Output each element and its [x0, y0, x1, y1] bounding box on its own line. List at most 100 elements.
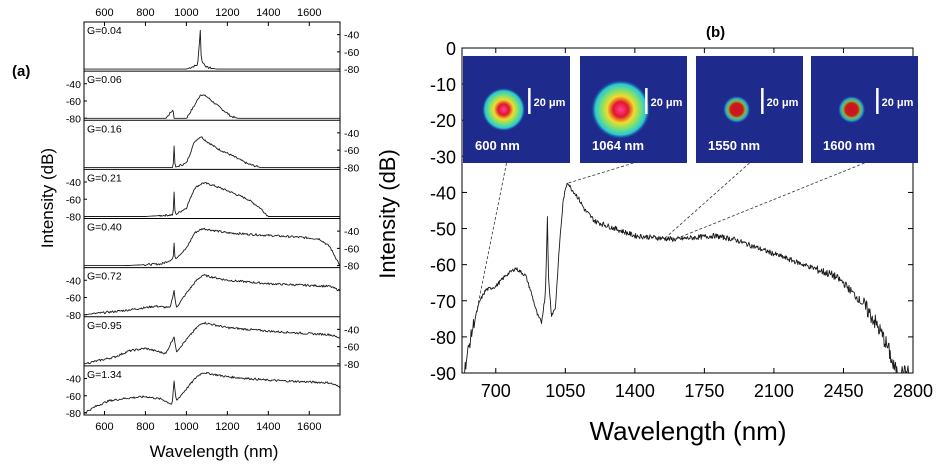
panel-a-y-tick-label: -60 — [66, 293, 81, 305]
panel-a-x-axis-label: Wavelength (nm) — [150, 442, 279, 461]
inset-caption: 1064 nm — [592, 138, 644, 153]
panel-a-x-tick-label-bottom: 1200 — [215, 421, 239, 433]
panel-b-x-tick-label: 1400 — [615, 381, 655, 401]
inset-caption: 1600 nm — [823, 138, 875, 153]
panel-a-series-name: G=0.16 — [87, 123, 122, 135]
panel-a-y-tick-label: -80 — [344, 261, 359, 273]
beam-spot-image — [590, 79, 651, 140]
panel-b-y-tick-label: -20 — [430, 111, 456, 131]
panel-a-series-name: G=0.95 — [87, 320, 122, 332]
panel-b: (b) Intensity (dB) Wavelength (nm) 700 10… — [375, 24, 933, 446]
panel-a: (a) Intensity (dB) Wavelength (nm) 600 80… — [12, 7, 359, 461]
panel-a-y-tick-label: -40 — [344, 324, 359, 336]
panel-a-series-line — [84, 29, 340, 70]
panel-a-series-name: G=0.72 — [87, 271, 122, 283]
panel-b-y-tick-label: -60 — [430, 256, 456, 276]
panel-a-series-name: G=0.21 — [87, 172, 122, 184]
inset-leader-line — [664, 162, 750, 239]
panel-b-frame-rect — [461, 47, 914, 374]
panel-a-x-tick-label-bottom: 600 — [95, 421, 113, 433]
panel-a-label: (a) — [12, 63, 30, 80]
panel-a-x-tick-label-bottom: 1400 — [256, 421, 280, 433]
panel-a-y-axis-label: Intensity (dB) — [38, 148, 57, 248]
panel-b-y-tick-label: -50 — [430, 220, 456, 240]
panel-b-y-tick-label: -80 — [430, 328, 456, 348]
panel-b-y-tick-label: 0 — [446, 39, 456, 59]
panel-b-x-tick-label: 2450 — [823, 381, 863, 401]
inset-leader-line — [674, 162, 865, 240]
panel-a-series-name: G=0.06 — [87, 74, 122, 86]
panel-a-y-tick-label: -40 — [66, 79, 81, 91]
panel-b-beam-profile-insets: 20 μm 600 nm 20 μm 1064 nm 20 μm 1550 nm 20 μm… — [463, 56, 918, 316]
panel-a-y-tick-label: -80 — [66, 212, 81, 224]
panel-a-x-tick-label-top: 600 — [95, 7, 113, 19]
panel-b-y-tick-label: -90 — [430, 364, 456, 384]
panel-a-y-tick-label: -60 — [66, 96, 81, 108]
panel-b-x-tick-label: 1050 — [545, 381, 585, 401]
panel-a-x-tick-label-top: 1200 — [215, 7, 239, 19]
panel-a-y-tick-label: -60 — [344, 47, 359, 59]
inset-scale-label: 20 μm — [882, 97, 914, 109]
panel-a-y-tick-label: -80 — [66, 310, 81, 322]
panel-a-series-line — [84, 94, 340, 119]
panel-a-y-tick-label: -80 — [66, 408, 81, 420]
panel-b-spectrum-line — [464, 182, 910, 374]
panel-a-series-line — [83, 371, 340, 414]
panel-a-y-tick-label: -60 — [344, 342, 359, 354]
panel-a-series-line — [84, 227, 340, 267]
panel-b-x-tick-label: 700 — [481, 381, 511, 401]
panel-a-y-tick-label: -60 — [344, 243, 359, 255]
panel-a-y-tick-label: -80 — [344, 64, 359, 76]
panel-a-series-line — [84, 136, 340, 168]
panel-a-series-name: G=0.40 — [87, 222, 122, 234]
panel-a-series-name: G=1.34 — [87, 369, 122, 381]
panel-a-x-tick-label-bottom: 1600 — [297, 421, 321, 433]
panel-a-series-line — [84, 182, 340, 217]
inset-scale-label: 20 μm — [651, 97, 683, 109]
panel-a-y-tick-label: -40 — [66, 275, 81, 287]
panel-b-label: (b) — [706, 24, 725, 41]
inset-scale-label: 20 μm — [534, 97, 566, 109]
panel-b-y-tick-label: -30 — [430, 147, 456, 167]
inset-leader-line — [475, 162, 507, 316]
panel-a-x-tick-label-top: 800 — [136, 7, 154, 19]
panel-a-y-tick-label: -40 — [66, 177, 81, 189]
panel-a-y-tick-label: -80 — [344, 162, 359, 174]
panel-a-y-tick-label: -40 — [344, 226, 359, 238]
panel-a-x-tick-label-bottom: 1000 — [174, 421, 198, 433]
panel-a-y-tick-label: -60 — [344, 145, 359, 157]
panel-a-series-name: G=0.04 — [87, 25, 122, 37]
panel-a-y-tick-label: -80 — [344, 359, 359, 371]
panel-a-x-tick-label-top: 1000 — [174, 7, 198, 19]
inset-caption: 600 nm — [475, 138, 520, 153]
panel-b-x-tick-label: 2800 — [893, 381, 933, 401]
panel-a-frame: 600 800 1000 1200 1400 1600 600 800 1000 1200 1400… — [66, 7, 360, 433]
panel-a-y-tick-label: -40 — [66, 374, 81, 386]
beam-spot-image — [837, 95, 866, 124]
panel-b-marks — [464, 182, 910, 374]
inset-leader-line — [567, 162, 634, 184]
beam-spot-image — [481, 87, 526, 132]
panel-a-x-tick-label-bottom: 800 — [136, 421, 154, 433]
inset-scale-label: 20 μm — [767, 97, 799, 109]
panel-b-y-tick-label: -70 — [430, 292, 456, 312]
panel-a-y-tick-label: -80 — [66, 113, 81, 125]
panel-a-y-tick-label: -60 — [66, 391, 81, 403]
panel-b-y-axis-label: Intensity (dB) — [375, 149, 400, 279]
panel-b-x-axis-label: Wavelength (nm) — [590, 416, 787, 446]
inset-caption: 1550 nm — [708, 138, 760, 153]
panel-a-marks: G=0.04 G=0.06 G=0.16 G=0.21 G=0.40 G=0.72 G=0.… — [83, 25, 341, 414]
panel-b-y-tick-label: -40 — [430, 183, 456, 203]
panel-a-series-line — [83, 321, 340, 365]
panel-b-frame: 700 1050 1400 1750 2100 2450 2800 0 -10 -20 -30 -40… — [430, 39, 933, 401]
panel-b-x-tick-label: 1750 — [684, 381, 724, 401]
panel-a-x-tick-label-top: 1600 — [297, 7, 321, 19]
beam-spot-image — [722, 95, 751, 124]
panel-b-y-tick-label: -10 — [430, 75, 456, 95]
panel-a-series-line — [83, 274, 341, 316]
panel-a-x-tick-label-top: 1400 — [256, 7, 280, 19]
panel-a-y-tick-label: -40 — [344, 128, 359, 140]
panel-a-y-tick-label: -40 — [344, 30, 359, 42]
panel-a-y-tick-label: -60 — [66, 194, 81, 206]
